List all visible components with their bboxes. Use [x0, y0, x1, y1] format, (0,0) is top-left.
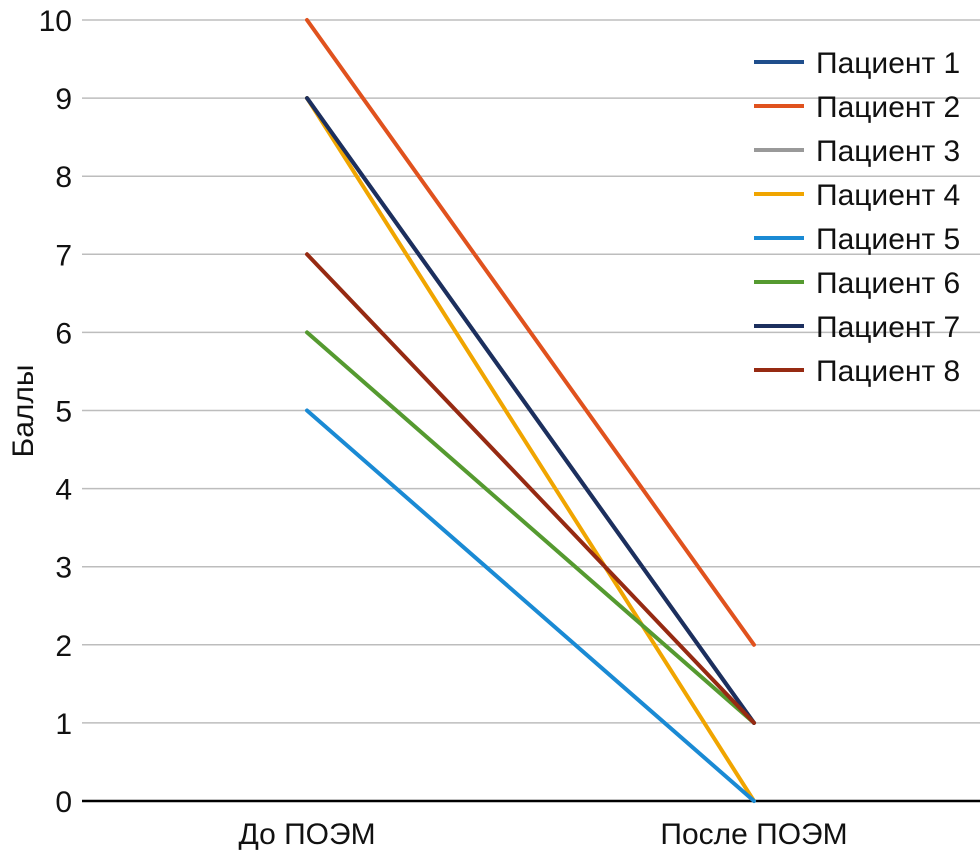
legend-label-1: Пациент 1	[816, 47, 960, 80]
y-tick-label-7: 7	[55, 239, 72, 272]
y-tick-label-2: 2	[55, 630, 72, 663]
y-tick-label-9: 9	[55, 83, 72, 116]
y-tick-label-1: 1	[55, 708, 72, 741]
legend-label-5: Пациент 5	[816, 223, 960, 256]
legend-label-4: Пациент 4	[816, 179, 960, 212]
series-line-5	[305, 408, 756, 803]
series-line-8	[305, 252, 756, 725]
legend-label-7: Пациент 7	[816, 311, 960, 344]
y-tick-label-10: 10	[39, 5, 72, 38]
legend-label-8: Пациент 8	[816, 355, 960, 388]
x-tick-label-2: После ПОЭМ	[660, 818, 847, 851]
y-tick-label-4: 4	[55, 474, 72, 507]
series-line-6	[305, 330, 756, 725]
legend: Пациент 1 Пациент 2 Пациент 3 Пациент 4 Паци…	[754, 47, 960, 388]
series-lines	[305, 18, 756, 803]
series-line-7	[305, 96, 756, 725]
y-axis-title: Баллы	[7, 365, 40, 458]
legend-label-3: Пациент 3	[816, 135, 960, 168]
legend-label-2: Пациент 2	[816, 91, 960, 124]
y-tick-label-0: 0	[55, 786, 72, 819]
y-tick-label-8: 8	[55, 161, 72, 194]
y-tick-label-6: 6	[55, 317, 72, 350]
series-line-4	[305, 96, 756, 803]
legend-label-6: Пациент 6	[816, 267, 960, 300]
series-line-2	[305, 18, 756, 647]
y-tick-label-5: 5	[55, 396, 72, 429]
axes: 0 1 2 3 4 5 6 7 8 9 10 До ПОЭМ После ПОЭМ	[39, 5, 980, 851]
x-tick-label-1: До ПОЭМ	[238, 818, 375, 851]
y-tick-label-3: 3	[55, 552, 72, 585]
